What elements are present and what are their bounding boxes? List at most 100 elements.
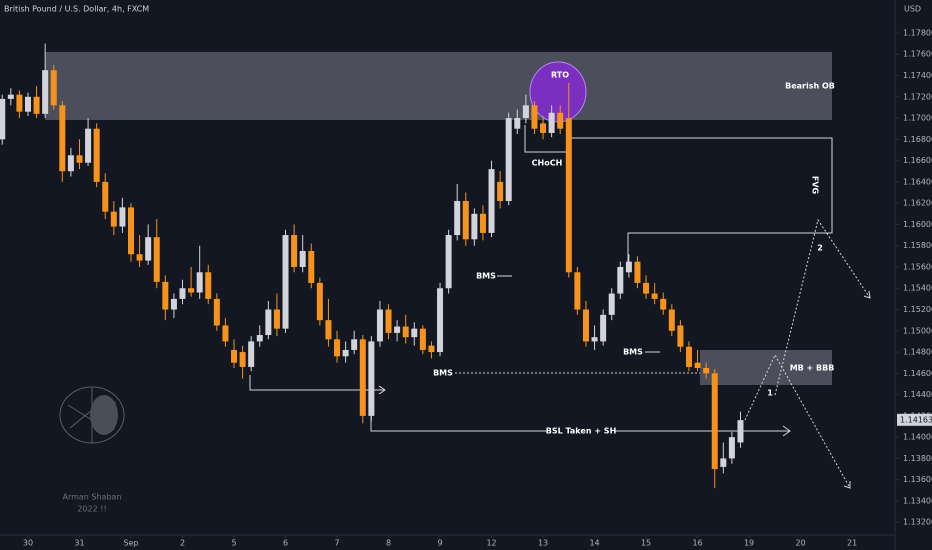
candle-body (342, 349, 349, 357)
candle-body (33, 96, 40, 114)
candle-body (411, 328, 418, 338)
x-tick-label: 15 (641, 539, 651, 548)
candle-body (703, 368, 710, 374)
candle-body (196, 272, 203, 293)
candle-body (248, 341, 255, 367)
candle-body (617, 266, 624, 294)
candle-body (351, 339, 358, 350)
y-tick-label: 1.13400 (903, 496, 932, 505)
candle-body (557, 112, 564, 129)
label-bg (548, 425, 614, 437)
candle-body (359, 339, 366, 416)
candle-body (119, 207, 126, 227)
candle-body (428, 345, 435, 353)
candle-body (402, 326, 409, 338)
candle-body (385, 309, 392, 333)
x-tick-label: 8 (386, 539, 391, 548)
candle-body (85, 128, 92, 163)
candle-body (110, 211, 117, 227)
last-price-label: 1.14163 (900, 415, 932, 424)
y-tick-label: 1.17600 (903, 50, 932, 59)
candle-body (153, 237, 160, 282)
projection (744, 353, 851, 489)
annotations: Bearish OB MB + BBB FVG CHoCH BMS BMS BM… (45, 52, 871, 514)
x-tick-label: 31 (74, 539, 84, 548)
candle-body (720, 458, 727, 467)
fvg-box (568, 137, 833, 262)
candle-body (222, 325, 229, 342)
x-tick-label: 14 (589, 539, 599, 548)
candle-body (145, 237, 152, 261)
bsl-label: BSL Taken + SH (546, 427, 617, 436)
candle-body (59, 105, 66, 172)
x-tick-label: Sep (123, 539, 138, 548)
y-tick-label: 1.13800 (903, 454, 932, 463)
candle-body (67, 155, 74, 172)
chart-title: British Pound / U.S. Dollar, 4h, FXCM (4, 5, 149, 14)
candle-body (737, 420, 744, 443)
y-tick-label: 1.14400 (903, 390, 932, 399)
last-price-box (897, 413, 932, 426)
candle-body (445, 235, 452, 289)
candle-body (419, 328, 426, 350)
x-tick-label: 2 (180, 539, 185, 548)
candle-body (668, 309, 675, 331)
candle-body (325, 320, 332, 340)
candle-body (462, 201, 469, 240)
watermark: Arman Shaban 2022 !! (59, 386, 125, 514)
candle-body (728, 437, 735, 459)
candle-body (540, 123, 547, 133)
candle-body (93, 128, 100, 182)
candle-body (531, 105, 538, 129)
candle-body (50, 70, 57, 106)
candle-body (170, 298, 177, 310)
candle-body (685, 346, 692, 367)
projection (774, 218, 871, 396)
candle-body (334, 339, 341, 357)
y-tick-label: 1.13200 (903, 518, 932, 527)
y-tick-label: 1.17400 (903, 71, 932, 80)
y-tick-label: 1.15200 (903, 305, 932, 314)
candle-body (136, 254, 143, 261)
candle-body (694, 362, 701, 369)
x-tick-label: 13 (538, 539, 548, 548)
candles (0, 43, 744, 489)
candle-body (437, 288, 444, 353)
candle-body (16, 94, 23, 112)
choch-line (524, 125, 568, 153)
candle-body (660, 298, 667, 310)
candle-body (394, 326, 401, 333)
arrow-head (843, 481, 851, 489)
axes: 1.17800 1.17600 1.17400 1.17200 1.17000 1.168… (23, 28, 932, 548)
y-tick-label: 1.14000 (903, 433, 932, 442)
candle-body (625, 261, 632, 273)
y-tick-label: 1.17800 (903, 28, 932, 37)
bearish-ob-label: Bearish OB (785, 82, 835, 91)
y-tick-label: 1.16000 (903, 220, 932, 229)
y-tick-label: 1.15400 (903, 284, 932, 293)
candle-body (127, 207, 134, 255)
candle-body (548, 112, 555, 133)
candle-body (574, 272, 581, 310)
candle-body (608, 293, 615, 315)
y-tick-label: 1.16600 (903, 156, 932, 165)
watermark-name: Arman Shaban (62, 493, 121, 502)
bearish-ob-zone (45, 52, 832, 120)
bms-label: BMS (476, 272, 496, 281)
candle-body (42, 70, 49, 114)
candle-body (591, 337, 598, 342)
candle-body (600, 314, 607, 342)
y-axis-label: USD (904, 5, 921, 14)
candle-body (677, 325, 684, 347)
y-tick-label: 1.17000 (903, 114, 932, 123)
y-tick-label: 1.15000 (903, 326, 932, 335)
candle-body (651, 293, 658, 299)
arrow-head (378, 385, 386, 395)
mb-bbb-zone (700, 350, 832, 385)
x-tick-label: 7 (334, 539, 339, 548)
candle-body (479, 213, 486, 233)
candle-body (102, 181, 109, 212)
candle-body (522, 105, 529, 119)
y-tick-label: 1.15600 (903, 262, 932, 271)
candle-body (643, 282, 650, 294)
